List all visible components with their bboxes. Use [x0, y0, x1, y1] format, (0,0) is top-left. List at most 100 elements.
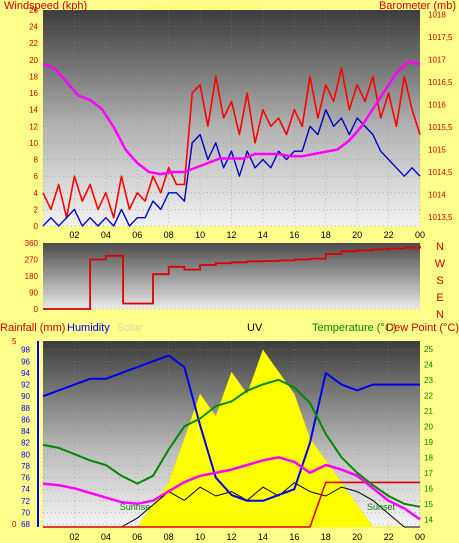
- humidity-tick-label: 94: [21, 369, 30, 378]
- temp-x-tick: 22: [384, 532, 394, 542]
- humidity-label: Humidity: [67, 322, 110, 334]
- barometer-tick-label: 1014,5: [428, 168, 453, 177]
- humidity-tick-label: 98: [21, 346, 30, 355]
- rain-tick-label: 0: [12, 520, 17, 529]
- barometer-label: Barometer (mb): [379, 0, 456, 12]
- wind-tick-label: 4: [34, 189, 39, 198]
- dewpoint-series: [42, 456, 421, 521]
- barometer-tick-label: 1014: [428, 191, 446, 200]
- wind-x-tick: 00: [415, 230, 425, 240]
- temperature-series: [42, 378, 421, 508]
- humidity-tick-label: 76: [21, 474, 30, 483]
- wind-gust-series: [42, 67, 421, 219]
- wind-tick-label: 14: [29, 106, 38, 115]
- wind-x-tick: 02: [69, 230, 79, 240]
- wind-x-tick: 10: [195, 230, 205, 240]
- compass-label: N: [436, 309, 444, 321]
- wind-x-tick: 12: [226, 230, 236, 240]
- barometer-tick-label: 1015,5: [428, 123, 453, 132]
- temperature-tick-label: 24: [424, 360, 433, 369]
- wind-tick-label: 6: [34, 172, 39, 181]
- barometer-tick-label: 1013,5: [428, 213, 453, 222]
- humidity-tick-label: 96: [21, 357, 30, 366]
- direction-tick-label: 360: [25, 239, 39, 248]
- rain-tick-label: 5: [12, 337, 17, 346]
- solar-label: Solar: [117, 322, 143, 334]
- direction-tick-label: 0: [34, 305, 39, 314]
- wind-tick-label: 26: [29, 6, 38, 15]
- temp-x-tick: 00: [415, 532, 425, 542]
- wind-tick-label: 24: [29, 23, 38, 32]
- temperature-label: Temperature (°C): [312, 322, 396, 334]
- temp-x-tick: 10: [195, 532, 205, 542]
- uv-label: UV: [247, 322, 263, 334]
- compass-label: S: [436, 275, 443, 287]
- wind-tick-label: 10: [29, 139, 38, 148]
- humidity-tick-label: 82: [21, 439, 30, 448]
- wind-x-tick: 20: [352, 230, 362, 240]
- wind-direction-series: [43, 245, 421, 310]
- humidity-tick-label: 88: [21, 404, 30, 413]
- humidity-tick-label: 86: [21, 415, 30, 424]
- sunrise-label: Sunrise: [120, 502, 151, 512]
- humidity-series: [42, 354, 420, 502]
- humidity-tick-label: 90: [21, 392, 30, 401]
- temp-x-tick: 04: [101, 532, 111, 542]
- dewpoint-label: Dew Point (°C): [386, 322, 459, 334]
- wind-average-series: [42, 108, 421, 227]
- compass-label: N: [436, 241, 444, 253]
- wind-tick-label: 20: [29, 56, 38, 65]
- barometer-tick-label: 1016: [428, 101, 446, 110]
- temperature-tick-label: 19: [424, 438, 433, 447]
- temp-x-tick: 16: [289, 532, 299, 542]
- compass-label: W: [435, 258, 446, 270]
- temp-x-tick: 18: [321, 532, 331, 542]
- humidity-tick-label: 74: [21, 485, 30, 494]
- humidity-tick-label: 92: [21, 381, 30, 390]
- humidity-tick-label: 70: [21, 508, 30, 517]
- wind-x-tick: 06: [132, 230, 142, 240]
- wind-x-tick: 22: [384, 230, 394, 240]
- compass-label: E: [436, 292, 443, 304]
- direction-tick-label: 180: [25, 272, 39, 281]
- wind-tick-label: 2: [34, 205, 39, 214]
- barometer-tick-label: 1017: [428, 56, 446, 65]
- temperature-tick-label: 15: [424, 500, 433, 509]
- temp-x-tick: 12: [226, 532, 236, 542]
- rainfall-series: [43, 481, 420, 528]
- humidity-tick-label: 84: [21, 427, 30, 436]
- humidity-tick-label: 78: [21, 462, 30, 471]
- wind-x-tick: 04: [101, 230, 111, 240]
- temperature-tick-label: 17: [424, 469, 433, 478]
- sunset-label: Sunset: [367, 502, 396, 512]
- temp-x-tick: 20: [352, 532, 362, 542]
- wind-tick-label: 12: [29, 122, 38, 131]
- temp-x-tick: 08: [164, 532, 174, 542]
- wind-tick-label: 0: [34, 222, 39, 231]
- windspeed-label: Windspeed (kph): [4, 0, 87, 12]
- wind-tick-label: 16: [29, 89, 38, 98]
- temperature-tick-label: 18: [424, 453, 433, 462]
- date-range: 20 Nov 2008 to 21 Nov 2008: [143, 1, 258, 11]
- wind-tick-label: 22: [29, 39, 38, 48]
- temperature-tick-label: 14: [424, 515, 433, 524]
- temperature-tick-label: 22: [424, 391, 433, 400]
- wind-tick-label: 18: [29, 72, 38, 81]
- temp-x-tick: 14: [258, 532, 268, 542]
- temperature-tick-label: 21: [424, 407, 433, 416]
- barometer-tick-label: 1015: [428, 146, 446, 155]
- temperature-tick-label: 23: [424, 376, 433, 385]
- humidity-tick-label: 72: [21, 497, 30, 506]
- humidity-tick-label: 80: [21, 450, 30, 459]
- temperature-tick-label: 25: [424, 345, 433, 354]
- barometer-tick-label: 1017,5: [428, 33, 453, 42]
- barometer-tick-label: 1018: [428, 11, 446, 20]
- direction-tick-label: 270: [25, 256, 39, 265]
- chart-marks: 024681012141618202224261013,510141014,51…: [12, 6, 453, 542]
- wind-x-tick: 16: [289, 230, 299, 240]
- rainfall-label: Rainfall (mm): [0, 322, 65, 334]
- barometer-series: [42, 60, 421, 176]
- humidity-tick-label: 68: [21, 520, 30, 529]
